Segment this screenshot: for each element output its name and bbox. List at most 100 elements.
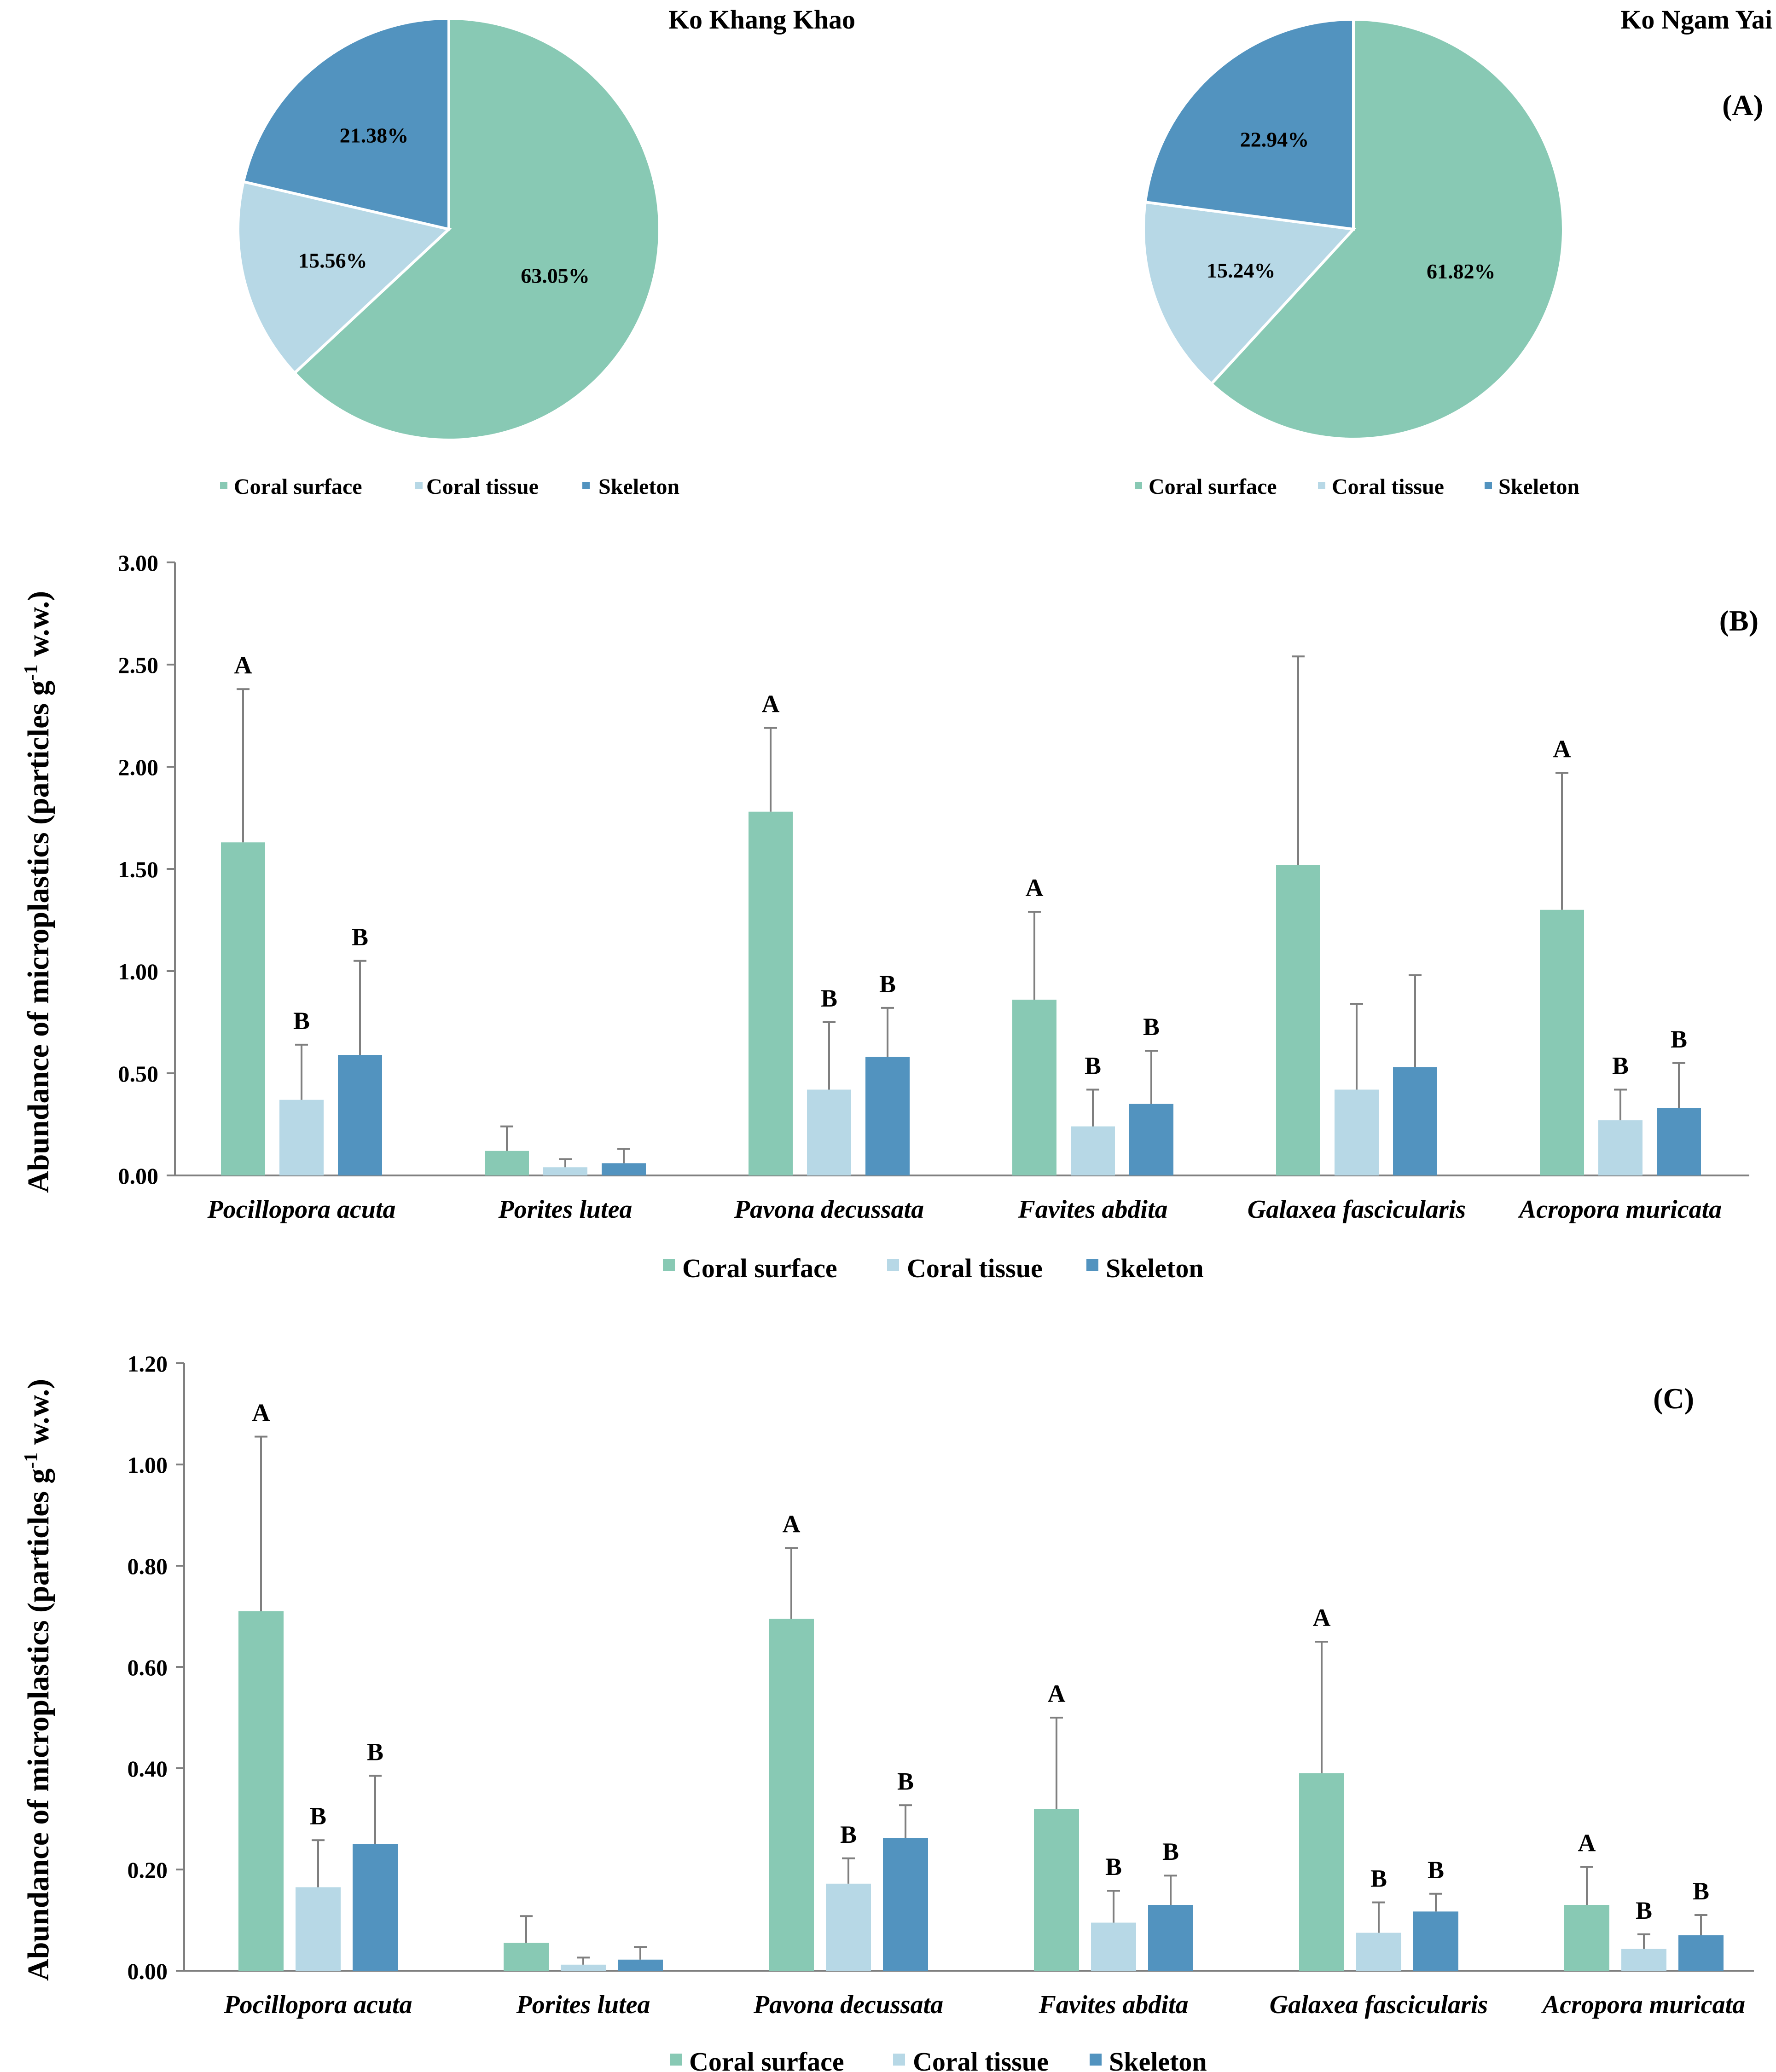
- legend-label-coral-tissue: Coral tissue: [913, 2047, 1049, 2072]
- bar-coral-surface: [769, 1619, 814, 1971]
- significance-letter: B: [1162, 1838, 1179, 1865]
- significance-letter: B: [367, 1738, 383, 1766]
- pie-value-label-coral-tissue: 15.24%: [1207, 259, 1276, 282]
- significance-letter: B: [821, 984, 837, 1012]
- x-category-label: Acropora muricata: [1518, 1195, 1722, 1224]
- legend-label-coral-tissue: Coral tissue: [907, 1253, 1043, 1283]
- significance-letter: B: [293, 1007, 310, 1035]
- legend-swatch-coral-surface: [663, 1259, 675, 1271]
- bar-coral-tissue: [543, 1167, 587, 1175]
- significance-letter: B: [1085, 1052, 1101, 1080]
- y-axis-title-b: Abundance of microplastics (particles g-…: [21, 591, 55, 1193]
- pie-legend-right: Coral surface Coral tissue Skeleton: [1135, 475, 1579, 499]
- significance-letter: B: [1693, 1877, 1709, 1905]
- y-tick-label: 2.00: [118, 754, 159, 780]
- legend-swatch-skeleton: [582, 482, 590, 489]
- bar-skeleton: [602, 1163, 646, 1175]
- bar-coral-tissue: [1335, 1089, 1379, 1175]
- bar-skeleton: [353, 1844, 398, 1971]
- bar-coral-surface: [749, 811, 793, 1175]
- significance-letter: B: [1143, 1013, 1160, 1041]
- pie-value-label-skeleton: 21.38%: [340, 124, 409, 147]
- panel-label-b: (B): [1719, 604, 1759, 637]
- y-tick-label: 3.00: [118, 550, 159, 576]
- legend-swatch-coral-tissue: [1318, 482, 1325, 489]
- significance-letter: B: [1636, 1897, 1652, 1924]
- significance-letter: B: [879, 970, 896, 998]
- y-tick-label: 2.50: [118, 652, 159, 678]
- significance-letter: B: [1612, 1052, 1629, 1080]
- pie-value-label-skeleton: 22.94%: [1240, 128, 1309, 151]
- pie-chart-ko-khang-khao: 63.05% 15.56% 21.38%: [237, 17, 661, 441]
- bar-coral-surface: [238, 1611, 284, 1971]
- legend-label-skeleton: Skeleton: [1498, 475, 1579, 499]
- bar-legend-c: Coral surface Coral tissue Skeleton: [670, 2047, 1207, 2072]
- significance-letter: A: [252, 1399, 270, 1427]
- x-category-label: Pocillopora acuta: [223, 1991, 412, 2019]
- y-tick-label: 0.50: [118, 1061, 159, 1087]
- x-category-label: Pocillopora acuta: [207, 1195, 395, 1224]
- bar-skeleton: [883, 1838, 928, 1971]
- x-category-label: Pavona decussata: [753, 1991, 943, 2019]
- legend-swatch-coral-tissue: [415, 482, 423, 489]
- legend-swatch-skeleton: [1090, 2054, 1102, 2066]
- bar-coral-surface: [1299, 1773, 1344, 1971]
- bar-skeleton: [1413, 1911, 1458, 1971]
- significance-letter: A: [762, 690, 780, 718]
- bar-coral-tissue: [296, 1887, 341, 1971]
- legend-label-skeleton: Skeleton: [598, 475, 679, 499]
- significance-letter: B: [897, 1767, 914, 1795]
- pie-slice-skeleton: [1143, 17, 1355, 231]
- bar-skeleton: [1678, 1935, 1724, 1971]
- y-tick-label: 0.20: [128, 1857, 168, 1883]
- y-tick-label: 1.00: [128, 1452, 168, 1478]
- bar-coral-tissue: [1621, 1949, 1666, 1971]
- panel-a: Ko Khang Khao Ko Ngam Yai (A) 63.05% 15.5…: [220, 5, 1772, 499]
- bar-coral-tissue: [561, 1964, 606, 1971]
- bar-skeleton: [618, 1959, 663, 1971]
- legend-swatch-coral-tissue: [893, 2054, 905, 2066]
- legend-swatch-coral-surface: [670, 2054, 682, 2066]
- bar-coral-tissue: [1598, 1120, 1643, 1175]
- significance-letter: A: [1048, 1680, 1066, 1707]
- y-axis-title-text: Abundance of microplastics (particles g-…: [21, 591, 55, 1193]
- legend-label-coral-surface: Coral surface: [1149, 475, 1277, 499]
- x-category-label: Favites abdita: [1038, 1991, 1188, 2019]
- x-category-label: Galaxea fascicularis: [1270, 1991, 1488, 2019]
- significance-letter: B: [310, 1802, 326, 1830]
- significance-letter: B: [1428, 1856, 1444, 1884]
- bar-chart-panel-c: 0.00 0.20 0.40 0.60 0.80 1.00 1.20 A B B Pocillopo…: [128, 1351, 1754, 2019]
- y-tick-label: 0.40: [128, 1756, 168, 1782]
- pie-slice-coral-tissue: [237, 180, 452, 375]
- pie-slice-coral-surface: [292, 17, 661, 441]
- bar-coral-surface: [504, 1943, 549, 1971]
- pie-slice-skeleton: [242, 17, 450, 231]
- pie-slice-coral-surface: [1209, 17, 1565, 440]
- y-axis-title-c: Abundance of microplastics (particles g-…: [21, 1379, 55, 1981]
- significance-letter: B: [1105, 1853, 1122, 1881]
- legend-label-coral-tissue: Coral tissue: [1332, 475, 1444, 499]
- bar-coral-surface: [1564, 1905, 1609, 1971]
- significance-letter: B: [1671, 1025, 1687, 1053]
- x-category-label: Favites abdita: [1017, 1195, 1167, 1224]
- y-tick-label: 0.00: [128, 1958, 168, 1984]
- legend-label-skeleton: Skeleton: [1109, 2047, 1207, 2072]
- pie-value-label-coral-surface: 63.05%: [521, 264, 590, 287]
- pie-value-label-coral-surface: 61.82%: [1427, 260, 1496, 283]
- pie-slice-coral-tissue: [1142, 200, 1357, 386]
- legend-label-coral-surface: Coral surface: [234, 475, 362, 499]
- significance-letter: A: [1553, 735, 1571, 763]
- bar-coral-surface: [1012, 1000, 1056, 1175]
- bar-skeleton: [1393, 1067, 1437, 1175]
- panel-label-a: (A): [1722, 89, 1763, 122]
- legend-swatch-skeleton: [1485, 482, 1492, 489]
- x-category-label: Porites lutea: [498, 1195, 633, 1224]
- legend-swatch-coral-surface: [1135, 482, 1142, 489]
- bar-skeleton: [865, 1057, 910, 1175]
- legend-swatch-coral-tissue: [887, 1259, 899, 1271]
- bar-coral-tissue: [1091, 1922, 1136, 1971]
- bar-skeleton: [1129, 1104, 1173, 1175]
- bar-skeleton: [338, 1055, 382, 1175]
- x-category-label: Acropora muricata: [1541, 1991, 1745, 2019]
- y-tick-label: 0.60: [128, 1655, 168, 1680]
